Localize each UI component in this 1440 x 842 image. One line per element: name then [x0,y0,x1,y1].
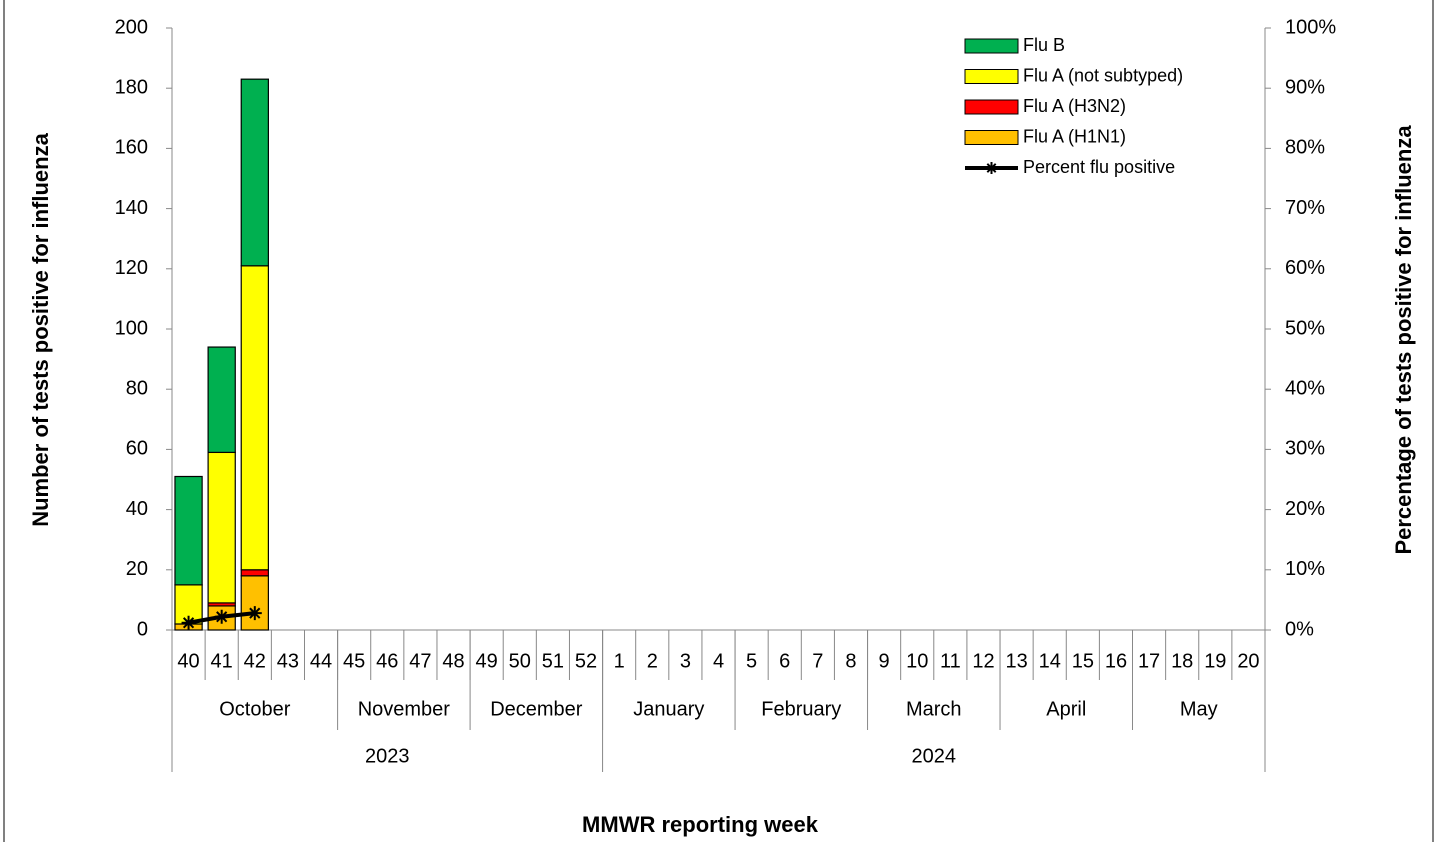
x-tick-label: 8 [845,650,856,672]
legend: Flu B Flu A (not subtyped) Flu A (H3N2) Flu… [964,35,1183,177]
line-marker [214,609,229,624]
y-tick-label: 60 [126,438,148,460]
y-tick-label: 20 [126,558,148,580]
legend-label: Flu B [1023,35,1065,55]
line-marker [247,606,262,621]
x-tick-label: 12 [972,650,994,672]
y2-axis-title: Percentage of tests positive for influen… [1391,125,1416,555]
legend-label: Percent flu positive [1023,157,1175,177]
month-label: April [1046,698,1086,720]
x-tick-label: 15 [1072,650,1094,672]
x-tick-label: 42 [244,650,266,672]
y2-tick-label: 100% [1285,16,1336,38]
y2-tick-label: 80% [1285,137,1325,159]
y-tick-label: 80 [126,377,148,399]
x-tick-label: 44 [310,650,332,672]
x-tick-label: 2 [647,650,658,672]
legend-swatch [964,38,1019,54]
y-tick-label: 200 [115,16,148,38]
legend-swatch [964,69,1019,84]
y2-tick-label: 30% [1285,438,1325,460]
x-tick-label: 17 [1138,650,1160,672]
y-tick-label: 140 [115,197,148,219]
bar-segment [240,569,269,577]
legend-label: Flu A (H1N1) [1023,126,1126,146]
y2-tick-label: 10% [1285,558,1325,580]
legend-swatch [964,99,1019,115]
x-tick-label: 50 [509,650,531,672]
y2-tick-label: 0% [1285,618,1314,640]
y2-tick-label: 60% [1285,257,1325,279]
line-marker [181,615,196,630]
x-tick-label: 48 [442,650,464,672]
y2-tick-label: 90% [1285,76,1325,98]
bar-segment [207,346,236,454]
month-label: May [1180,698,1218,720]
x-tick-label: 41 [211,650,233,672]
y2-tick-label: 40% [1285,377,1325,399]
x-tick-label: 18 [1171,650,1193,672]
y-tick-label: 180 [115,76,148,98]
y2-tick-label: 50% [1285,317,1325,339]
x-tick-label: 47 [409,650,431,672]
x-tick-label: 52 [575,650,597,672]
x-tick-label: 4 [713,650,724,672]
x-tick-label: 6 [779,650,790,672]
y-tick-label: 100 [115,317,148,339]
x-tick-label: 3 [680,650,691,672]
x-tick-label: 11 [940,650,961,672]
legend-label: Flu A (not subtyped) [1023,65,1183,85]
legend-marker [985,162,998,174]
year-label: 2023 [365,745,410,767]
month-label: November [358,698,451,720]
y-tick-label: 120 [115,257,148,279]
x-tick-label: 9 [879,650,890,672]
x-tick-label: 19 [1204,650,1226,672]
y-tick-label: 0 [137,618,148,640]
bar-segment [240,265,269,571]
bar-segment [240,78,269,267]
x-tick-label: 14 [1039,650,1061,672]
x-tick-label: 7 [812,650,823,672]
x-tick-label: 40 [177,650,199,672]
month-label: February [761,698,841,720]
bar-segment [240,575,269,631]
x-tick-label: 1 [614,650,625,672]
legend-label: Flu A (H3N2) [1023,96,1126,116]
month-label: October [219,698,290,720]
x-tick-label: 10 [906,650,928,672]
bar-segment [207,451,236,604]
x-tick-label: 45 [343,650,365,672]
bar-segment [174,475,203,586]
x-tick-label: 20 [1237,650,1259,672]
x-tick-label: 16 [1105,650,1127,672]
y2-tick-label: 70% [1285,197,1325,219]
x-tick-label: 46 [376,650,398,672]
legend-swatch [964,130,1019,145]
x-tick-label: 49 [476,650,498,672]
month-label: March [906,698,962,720]
y-tick-label: 160 [115,137,148,159]
month-label: January [633,698,704,720]
month-label: December [490,698,583,720]
x-axis-title: MMWR reporting week [582,812,819,837]
x-tick-label: 43 [277,650,299,672]
x-tick-label: 13 [1005,650,1027,672]
year-label: 2024 [912,745,957,767]
y-tick-label: 40 [126,498,148,520]
y2-tick-label: 20% [1285,498,1325,520]
x-tick-label: 51 [542,650,564,672]
y-axis-title: Number of tests positive for influenza [28,132,53,526]
x-tick-label: 5 [746,650,757,672]
